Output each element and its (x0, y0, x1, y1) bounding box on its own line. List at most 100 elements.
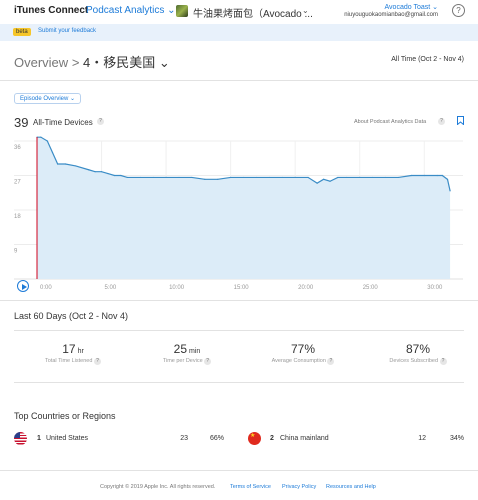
podcast-selector[interactable]: 牛油果烤面包（Avocado ... (193, 9, 313, 20)
country-count: 12 (418, 435, 426, 442)
data-point (322, 178, 325, 180)
episode-overview-select[interactable]: Episode Overview ⌄ (14, 93, 82, 104)
data-point (75, 165, 77, 167)
data-point (372, 176, 374, 179)
data-point (88, 169, 90, 171)
info-icon[interactable]: ? (327, 358, 335, 365)
stat-number: 87% (405, 342, 431, 356)
about-data-link[interactable]: About Podcast Analytics Data (354, 119, 427, 125)
terms-link[interactable]: Terms of Service (230, 484, 271, 490)
podcast-artwork[interactable] (176, 5, 188, 17)
countries-title: Top Countries or Regions (14, 411, 116, 421)
breadcrumb-separator: > (71, 55, 80, 70)
play-button[interactable] (17, 280, 29, 292)
devices-label: All-Time Devices (33, 118, 93, 127)
data-point (40, 136, 42, 138)
info-icon[interactable]: ? (438, 118, 445, 125)
stat-value: 17 hr (13, 342, 133, 356)
data-point (281, 176, 283, 179)
info-icon[interactable]: ? (93, 358, 101, 365)
user-email: niuyouguokaomianbao@gmail.com (344, 12, 438, 18)
data-point (191, 176, 193, 179)
devices-count: 39 (14, 115, 29, 130)
top-header: iTunes Connect Podcast Analytics ⌄ 牛油果烤面… (0, 0, 478, 24)
stat-label: Average Consumption ? (243, 358, 363, 365)
country-rank: 2 (270, 435, 274, 442)
x-tick-label: 0:00 (40, 285, 52, 291)
bookmark-icon[interactable] (457, 116, 464, 125)
x-tick-label: 10:00 (169, 285, 185, 291)
chevron-down-icon[interactable]: ⌄ (158, 55, 170, 70)
x-tick-label: 20:00 (298, 285, 314, 291)
data-point (316, 182, 318, 184)
stat-label-text: Devices Subscribed (389, 358, 440, 364)
data-point (113, 174, 116, 177)
x-tick-label: 15:00 (234, 285, 250, 291)
divider (14, 330, 464, 331)
breadcrumb: Overview > 4・移民美国 ⌄ (14, 52, 170, 71)
data-point (346, 176, 348, 179)
stat-label: Devices Subscribed ? (358, 358, 478, 365)
cn-flag-icon (248, 432, 261, 445)
data-point (57, 163, 59, 165)
brand-title[interactable]: iTunes Connect (14, 5, 89, 16)
data-point (329, 180, 331, 182)
help-button[interactable]: ? (452, 4, 465, 17)
devices-area (37, 137, 451, 279)
info-icon[interactable]: ? (439, 358, 447, 365)
country-pct: 66% (209, 435, 224, 442)
breadcrumb-overview[interactable]: Overview (14, 55, 69, 70)
summary-title: Last 60 Days (Oct 2 - Nov 4) (14, 311, 129, 321)
data-point (178, 176, 180, 179)
episode-title[interactable]: 4・移民美国 (83, 55, 156, 70)
data-point (436, 174, 438, 177)
stat-number: 25 (173, 342, 188, 356)
chevron-down-icon[interactable]: ⌄ (302, 6, 309, 15)
country-rank: 1 (37, 435, 41, 442)
data-point (165, 176, 167, 179)
data-point (268, 176, 270, 179)
feedback-link[interactable]: Submit your feedback (38, 28, 97, 34)
data-point (120, 174, 122, 177)
y-tick-label: 36 (14, 145, 21, 151)
info-icon[interactable]: ? (204, 358, 212, 365)
stat-unit: min (189, 348, 201, 355)
divider (0, 300, 478, 301)
x-tick-label: 5:00 (105, 285, 117, 291)
data-point (100, 171, 103, 173)
date-range-selector[interactable]: All Time (Oct 2 - Nov 4) (391, 56, 464, 63)
help-link[interactable]: Resources and Help (326, 484, 376, 490)
data-point (139, 176, 141, 179)
divider (0, 80, 478, 81)
stat-label: Total Time Listened ? (13, 358, 133, 365)
data-point (441, 174, 443, 177)
privacy-link[interactable]: Privacy Policy (282, 484, 317, 490)
data-point (359, 176, 361, 179)
stat-label: Time per Device ? (127, 358, 247, 365)
info-icon[interactable]: ? (97, 118, 104, 125)
us-flag-icon (14, 432, 27, 445)
data-point (294, 176, 296, 179)
data-point (255, 176, 258, 179)
app-menu[interactable]: Podcast Analytics ⌄ (86, 5, 176, 16)
divider (0, 470, 478, 471)
data-point (423, 174, 425, 177)
data-point (449, 190, 451, 192)
divider (14, 382, 464, 383)
devices-chart: 36 27 18 9 0:00 5:00 10:00 15:00 20:00 25:00 30:00 (14, 136, 463, 291)
data-point (410, 174, 412, 177)
user-menu[interactable]: Avocado Toast ⌄ (384, 4, 438, 11)
y-tick-label: 9 (14, 249, 18, 255)
x-tick-label: 30:00 (427, 285, 443, 291)
stat-label-text: Total Time Listened (45, 358, 94, 364)
stat-label-text: Time per Device (162, 358, 205, 364)
data-point (307, 176, 309, 179)
data-point (230, 176, 232, 179)
data-point (64, 163, 66, 165)
beta-badge: beta (13, 28, 31, 36)
y-tick-label: 18 (14, 214, 21, 220)
y-tick-label: 27 (14, 180, 21, 186)
stat-value: 25 min (127, 342, 247, 356)
data-point (126, 176, 128, 179)
country-count: 23 (180, 435, 188, 442)
